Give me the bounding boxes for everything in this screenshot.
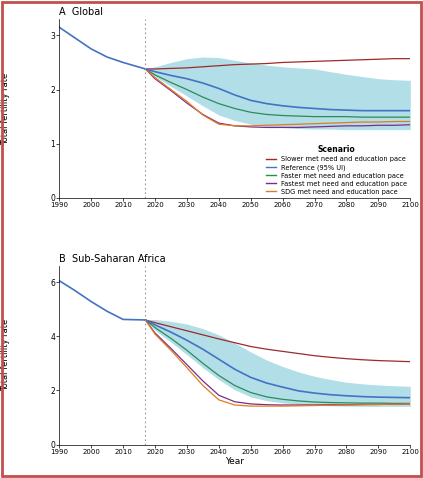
X-axis label: Year: Year xyxy=(225,457,244,467)
Y-axis label: Total fertility rate: Total fertility rate xyxy=(1,72,10,145)
Legend: Slower met need and education pace, Reference (95% UI), Faster met need and educ: Slower met need and education pace, Refe… xyxy=(266,145,407,195)
Text: A  Global: A Global xyxy=(59,7,103,17)
Y-axis label: Total fertility rate: Total fertility rate xyxy=(1,319,10,391)
Text: B  Sub-Saharan Africa: B Sub-Saharan Africa xyxy=(59,254,166,264)
